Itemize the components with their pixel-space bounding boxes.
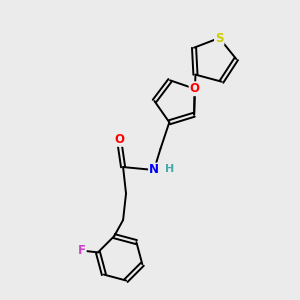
Text: F: F bbox=[78, 244, 86, 257]
Text: H: H bbox=[165, 164, 174, 173]
Text: O: O bbox=[115, 133, 124, 146]
Text: N: N bbox=[149, 164, 159, 176]
Text: O: O bbox=[190, 82, 200, 95]
Text: S: S bbox=[215, 32, 224, 44]
